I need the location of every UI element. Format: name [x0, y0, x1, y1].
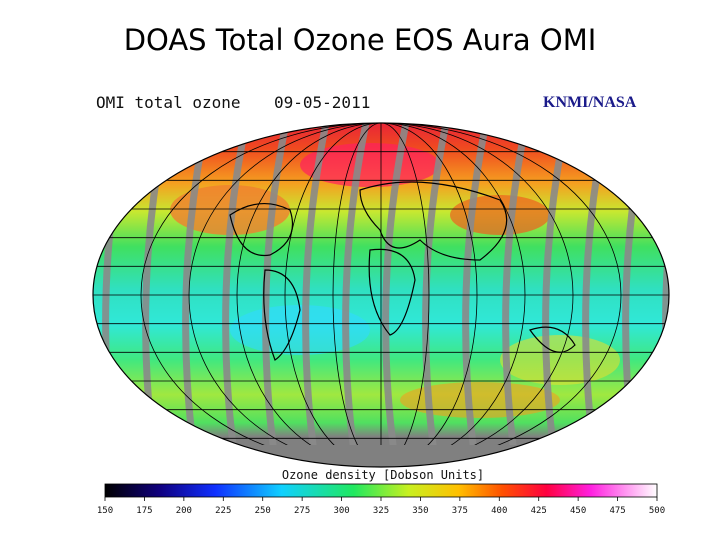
colorbar-tick-label: 225	[215, 506, 231, 516]
slide-title: DOAS Total Ozone EOS Aura OMI	[124, 23, 597, 57]
colorbar-tick-label: 400	[491, 506, 507, 516]
colorbar-tick-label: 375	[452, 506, 468, 516]
colorbar-tick-label: 450	[570, 506, 586, 516]
colorbar-tick-label: 475	[609, 506, 625, 516]
colorbar	[104, 483, 658, 498]
colorbar-tick-label: 250	[255, 506, 271, 516]
colorbar-tick-label: 175	[136, 506, 152, 516]
map-label: OMI total ozone	[96, 93, 241, 112]
colorbar-tick-label: 425	[531, 506, 547, 516]
map-date: 09-05-2011	[274, 93, 370, 112]
colorbar-label: Ozone density [Dobson Units]	[282, 468, 484, 482]
map-credit: KNMI/NASA	[543, 94, 637, 111]
colorbar-tick-label: 300	[333, 506, 349, 516]
colorbar-tick-label: 200	[176, 506, 192, 516]
ozone-map	[93, 123, 669, 467]
colorbar-tick-label: 500	[649, 506, 665, 516]
colorbar-tick-label: 325	[373, 506, 389, 516]
colorbar-tick-label: 275	[294, 506, 310, 516]
colorbar-tick-label: 350	[412, 506, 428, 516]
colorbar-tick-label: 150	[97, 506, 113, 516]
